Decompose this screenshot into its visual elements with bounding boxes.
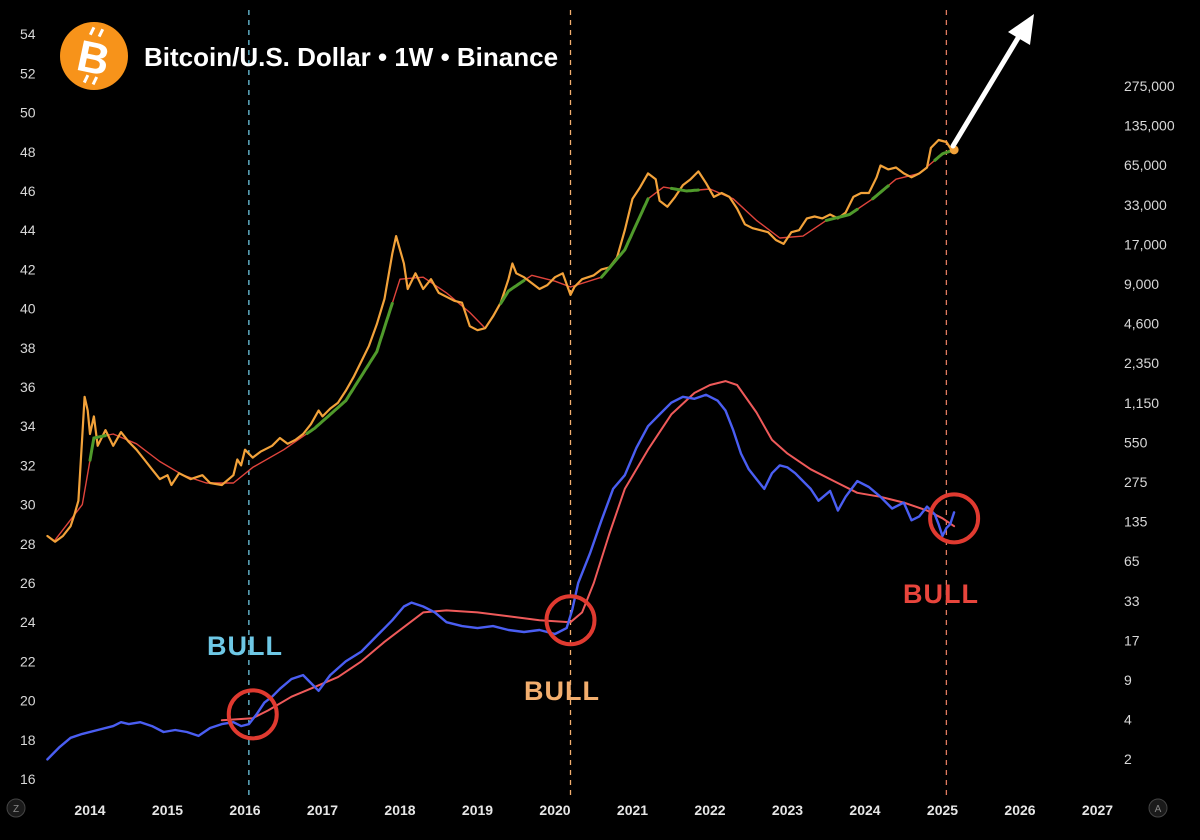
left-y-tick: 16 xyxy=(20,771,36,787)
left-y-axis: 54 52 50 48 46 44 42 40 38 36 34 32 30 28 26 24 22 20 18 16 xyxy=(20,26,36,787)
series-line-price xyxy=(46,138,956,543)
x-tick: 2025 xyxy=(927,802,958,818)
right-y-tick: 17 xyxy=(1124,632,1140,648)
left-y-tick: 18 xyxy=(20,732,36,748)
crossover-circle xyxy=(928,492,981,545)
crossover-circle xyxy=(544,594,597,647)
left-y-tick: 22 xyxy=(20,653,36,669)
x-tick: 2014 xyxy=(74,802,105,818)
left-y-tick: 48 xyxy=(20,144,36,160)
right-y-tick: 275,000 xyxy=(1124,78,1175,94)
left-y-tick: 44 xyxy=(20,222,36,238)
x-tick: 2020 xyxy=(539,802,570,818)
left-y-tick: 42 xyxy=(20,261,36,277)
x-tick: 2018 xyxy=(384,802,415,818)
x-tick: 2016 xyxy=(229,802,260,818)
right-y-tick: 9 xyxy=(1124,672,1132,688)
x-axis: 2014 2015 2016 2017 2018 2019 2020 2021 2022 2023… xyxy=(74,802,1113,818)
svg-text:A: A xyxy=(1155,804,1162,815)
series-line-ratio-ma xyxy=(220,380,956,722)
right-y-tick: 1,150 xyxy=(1124,395,1159,411)
right-y-tick: 17,000 xyxy=(1124,236,1167,252)
x-tick: 2021 xyxy=(617,802,648,818)
ma-trend-segment xyxy=(871,184,890,201)
bull-label-2025: BULL xyxy=(903,579,979,609)
right-y-tick: 4,600 xyxy=(1124,316,1159,332)
left-y-tick: 20 xyxy=(20,693,36,709)
right-y-tick: 135 xyxy=(1124,514,1148,530)
ma-trend-segment xyxy=(824,207,859,222)
x-tick: 2017 xyxy=(307,802,338,818)
left-y-tick: 40 xyxy=(20,301,36,317)
x-tick: 2022 xyxy=(694,802,725,818)
ma-trend-segment xyxy=(499,279,526,305)
highlight-circles xyxy=(226,492,981,741)
right-y-tick: 33 xyxy=(1124,593,1140,609)
vertical-markers xyxy=(248,10,948,795)
right-y-tick: 65,000 xyxy=(1124,157,1167,173)
series-line-ratio xyxy=(46,393,956,761)
right-y-tick: 550 xyxy=(1124,434,1148,450)
left-y-tick: 46 xyxy=(20,183,36,199)
ma-trend-segment xyxy=(600,197,650,279)
left-y-tick: 24 xyxy=(20,614,36,630)
left-y-tick: 38 xyxy=(20,340,36,356)
left-y-tick: 32 xyxy=(20,457,36,473)
corner-right-button[interactable]: A xyxy=(1148,798,1168,818)
right-y-tick: 135,000 xyxy=(1124,118,1175,134)
ma-trend-segment xyxy=(933,149,952,162)
left-y-tick: 50 xyxy=(20,105,36,121)
right-y-tick: 275 xyxy=(1124,474,1148,490)
left-y-tick: 28 xyxy=(20,536,36,552)
corner-left-button[interactable]: Z xyxy=(6,798,26,818)
x-tick: 2024 xyxy=(849,802,880,818)
left-y-tick: 34 xyxy=(20,418,36,434)
left-y-tick: 52 xyxy=(20,65,36,81)
up-arrow-icon xyxy=(950,14,1034,149)
x-tick: 2023 xyxy=(772,802,803,818)
bull-label-2016: BULL xyxy=(207,631,283,661)
x-tick: 2019 xyxy=(462,802,493,818)
right-y-tick: 33,000 xyxy=(1124,197,1167,213)
right-y-tick: 2 xyxy=(1124,751,1132,767)
chart-title: Bitcoin/U.S. Dollar • 1W • Binance xyxy=(144,42,558,72)
bull-label-2020: BULL xyxy=(524,676,600,706)
series-group xyxy=(46,138,959,761)
bitcoin-logo-icon: B xyxy=(60,22,128,90)
left-y-tick: 30 xyxy=(20,497,36,513)
right-y-axis: 275,000 135,000 65,000 33,000 17,000 9,000 4,6… xyxy=(1124,78,1175,767)
right-y-tick: 4 xyxy=(1124,712,1132,728)
x-tick: 2015 xyxy=(152,802,183,818)
right-y-tick: 65 xyxy=(1124,553,1140,569)
ma-trend-segment xyxy=(305,301,394,436)
ma-trend-segment xyxy=(88,434,107,462)
svg-text:Z: Z xyxy=(13,804,19,815)
left-y-tick: 26 xyxy=(20,575,36,591)
right-y-tick: 9,000 xyxy=(1124,276,1159,292)
crossover-circle xyxy=(226,688,279,741)
x-tick: 2026 xyxy=(1004,802,1035,818)
left-y-tick: 36 xyxy=(20,379,36,395)
left-y-tick: 54 xyxy=(20,26,36,42)
x-tick: 2027 xyxy=(1082,802,1113,818)
right-y-tick: 2,350 xyxy=(1124,355,1159,371)
ma-trend-segment xyxy=(669,186,700,193)
